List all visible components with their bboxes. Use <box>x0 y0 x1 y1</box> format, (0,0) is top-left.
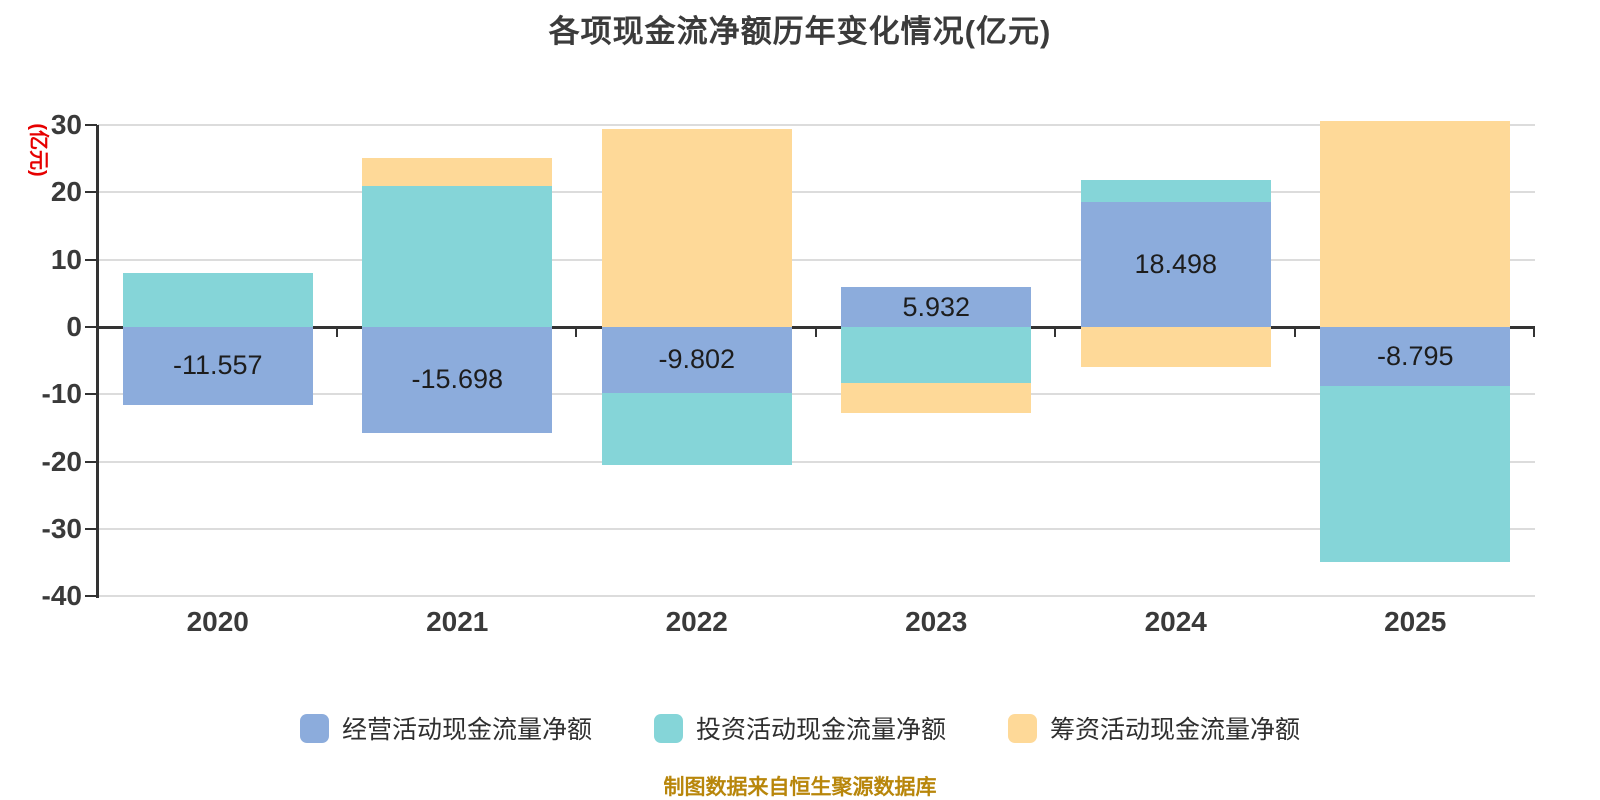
plot-area: 30 20 10 0 -10 -20 -30 -40 -11.557 2020 -15.698 202… <box>42 109 1535 637</box>
bar-segment-2024[interactable] <box>1080 327 1271 367</box>
x-axis-boundary-tick <box>336 327 338 337</box>
bar-segment-2023[interactable] <box>841 327 1032 383</box>
legend-swatch-investing <box>653 713 683 743</box>
legend-item-financing[interactable]: 筹资活动现金流量净额 <box>1008 710 1300 746</box>
y-axis-tickmark <box>85 527 97 530</box>
x-axis-boundary-tick <box>815 327 817 337</box>
bar-segment-2020[interactable] <box>122 273 313 327</box>
y-axis-tickmark <box>85 393 97 396</box>
y-axis-line <box>96 125 99 598</box>
y-tick-label: 10 <box>50 243 82 275</box>
y-tick-label: 20 <box>50 176 82 208</box>
bar-value-label: -9.802 <box>658 344 736 375</box>
x-tick-label-2022: 2022 <box>665 606 728 637</box>
gridline--30 <box>98 527 1535 530</box>
y-tick-label: 0 <box>66 311 82 342</box>
y-axis-tickmark <box>85 326 97 328</box>
y-axis-tickmark <box>85 191 97 194</box>
y-axis-tickmark <box>85 460 97 463</box>
y-tick-label: -30 <box>41 512 82 544</box>
x-axis-boundary-tick <box>1533 327 1535 337</box>
gridline--20 <box>98 460 1535 463</box>
legend: 经营活动现金流量净额 投资活动现金流量净额 筹资活动现金流量净额 <box>0 710 1600 746</box>
legend-label-investing: 投资活动现金流量净额 <box>695 716 946 744</box>
legend-swatch-financing <box>1008 713 1037 743</box>
footer-note: 制图数据来自恒生聚源数据库 <box>663 776 937 799</box>
bar-segment-2023[interactable] <box>841 382 1032 414</box>
y-axis-tickmark <box>85 258 97 261</box>
x-axis-boundary-tick <box>1294 327 1296 337</box>
bar-value-label: 18.498 <box>1134 249 1218 280</box>
gridline--10 <box>98 393 1535 396</box>
bar-value-label: -11.557 <box>172 350 263 381</box>
bar-value-label: -15.698 <box>411 364 504 395</box>
bar-segment-2021[interactable] <box>362 186 553 327</box>
gridline--40 <box>98 595 1535 598</box>
x-tick-label-2021: 2021 <box>426 606 489 637</box>
x-tick-label-2020: 2020 <box>186 606 249 637</box>
legend-item-investing[interactable]: 投资活动现金流量净额 <box>653 710 946 746</box>
y-axis-tickmark <box>85 124 97 127</box>
gridline-20 <box>98 191 1535 194</box>
bar-segment-2023[interactable] <box>841 287 1032 327</box>
x-tick-label-2024: 2024 <box>1144 606 1207 637</box>
gridline-10 <box>98 258 1535 261</box>
bar-segment-2021[interactable] <box>362 157 553 187</box>
bar-segment-2020[interactable] <box>122 327 313 405</box>
y-tick-label: -40 <box>41 580 82 612</box>
x-tick-label-2023: 2023 <box>905 606 968 637</box>
chart-title: 各项现金流净额历年变化情况(亿元) <box>548 14 1052 49</box>
bar-value-label: -8.795 <box>1376 341 1454 372</box>
legend-item-operating[interactable]: 经营活动现金流量净额 <box>299 710 592 746</box>
bar-segment-2022[interactable] <box>601 327 792 393</box>
bar-segment-2021[interactable] <box>362 327 553 433</box>
x-tick-label-2025: 2025 <box>1384 606 1447 637</box>
legend-swatch-operating <box>299 713 329 743</box>
y-tick-label: -10 <box>41 378 82 410</box>
bar-segment-2025[interactable] <box>1320 327 1511 387</box>
bar-segment-2024[interactable] <box>1080 180 1271 203</box>
x-axis-boundary-tick <box>1054 327 1056 337</box>
bar-value-label: 5.932 <box>902 291 971 322</box>
bar-segment-2022[interactable] <box>601 392 792 466</box>
bar-segment-2024[interactable] <box>1080 202 1271 327</box>
y-tick-label: -20 <box>41 445 82 477</box>
bar-segment-2025[interactable] <box>1320 120 1511 327</box>
x-axis-boundary-tick <box>575 327 577 337</box>
gridline-30 <box>98 124 1535 127</box>
bar-segment-2022[interactable] <box>601 129 792 327</box>
bar-segment-2025[interactable] <box>1320 386 1511 562</box>
legend-label-financing: 筹资活动现金流量净额 <box>1050 716 1301 744</box>
y-tick-label: 30 <box>50 109 82 141</box>
y-axis-tickmark <box>85 595 97 598</box>
legend-label-operating: 经营活动现金流量净额 <box>341 716 592 744</box>
